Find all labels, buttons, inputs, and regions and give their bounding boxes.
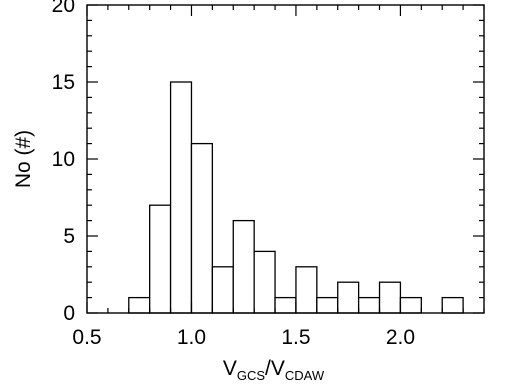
x-tick-label: 2.0 [386, 326, 415, 349]
histogram-bar [253, 250, 276, 314]
histogram-bar [316, 296, 339, 314]
axis-ticks [86, 4, 485, 314]
histogram-bar [211, 266, 234, 314]
x-label-slash: /V [265, 357, 285, 380]
y-tick-label: 15 [52, 71, 75, 94]
x-tick-label: 1.5 [281, 326, 310, 349]
histogram-bar [190, 142, 214, 314]
x-label-v: V [223, 357, 237, 380]
histogram-bar [232, 219, 255, 314]
histogram-bar [169, 81, 193, 314]
histogram-bar [295, 266, 318, 314]
x-label-sub-cdaw: CDAW [285, 368, 325, 383]
histogram-bar [337, 281, 360, 314]
histogram-bar [149, 204, 172, 314]
y-tick-label: 10 [52, 148, 75, 171]
x-axis-label: VGCS/VCDAW [223, 357, 325, 383]
histogram-bars [128, 81, 464, 314]
histogram-bar [274, 296, 297, 314]
histogram-bar [128, 296, 151, 314]
x-tick-label: 0.5 [72, 326, 101, 349]
histogram-bar [357, 296, 381, 314]
histogram-bar [378, 281, 402, 314]
y-axis-label: No (#) [12, 130, 35, 188]
y-tick-label: 0 [63, 302, 75, 325]
histogram-bar [399, 296, 422, 314]
tick-labels: 0.5 1.0 1.5 2.0 0 5 10 15 20 [52, 0, 415, 349]
y-tick-label: 20 [52, 0, 75, 17]
x-tick-label: 1.0 [177, 326, 206, 349]
y-tick-label: 5 [63, 225, 75, 248]
histogram-bar [441, 296, 464, 314]
x-label-sub-gcs: GCS [237, 368, 266, 383]
plot-frame [86, 4, 485, 314]
